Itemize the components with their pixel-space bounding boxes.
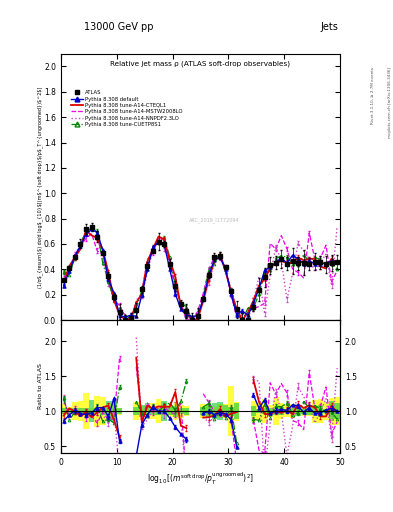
- Text: Rivet 3.1.10, ≥ 2.7M events: Rivet 3.1.10, ≥ 2.7M events: [371, 67, 375, 124]
- Text: mcplots.cern.ch [arXiv:1306.3436]: mcplots.cern.ch [arXiv:1306.3436]: [388, 67, 392, 138]
- Text: 13000 GeV pp: 13000 GeV pp: [84, 22, 154, 32]
- Y-axis label: Ratio to ATLAS: Ratio to ATLAS: [38, 364, 42, 410]
- Text: ARC_2019_I1772094: ARC_2019_I1772094: [189, 218, 240, 223]
- Y-axis label: (1/σ$_{resum}$) dσ/d log$_{10}$[(m$^{soft drop}$/p$_T^{ungroomed})$^2$]: (1/σ$_{resum}$) dσ/d log$_{10}$[(m$^{sof…: [37, 86, 42, 288]
- X-axis label: $\log_{10}$[$(m^{\rm soft\,drop}/p_T^{\rm ungroomed})^2$]: $\log_{10}$[$(m^{\rm soft\,drop}/p_T^{\r…: [147, 471, 254, 487]
- Legend: ATLAS, Pythia 8.308 default, Pythia 8.308 tune-A14-CTEQL1, Pythia 8.308 tune-A14: ATLAS, Pythia 8.308 default, Pythia 8.30…: [69, 89, 185, 129]
- Text: Relative jet mass ρ (ATLAS soft-drop observables): Relative jet mass ρ (ATLAS soft-drop obs…: [110, 60, 290, 67]
- Text: Jets: Jets: [321, 22, 339, 32]
